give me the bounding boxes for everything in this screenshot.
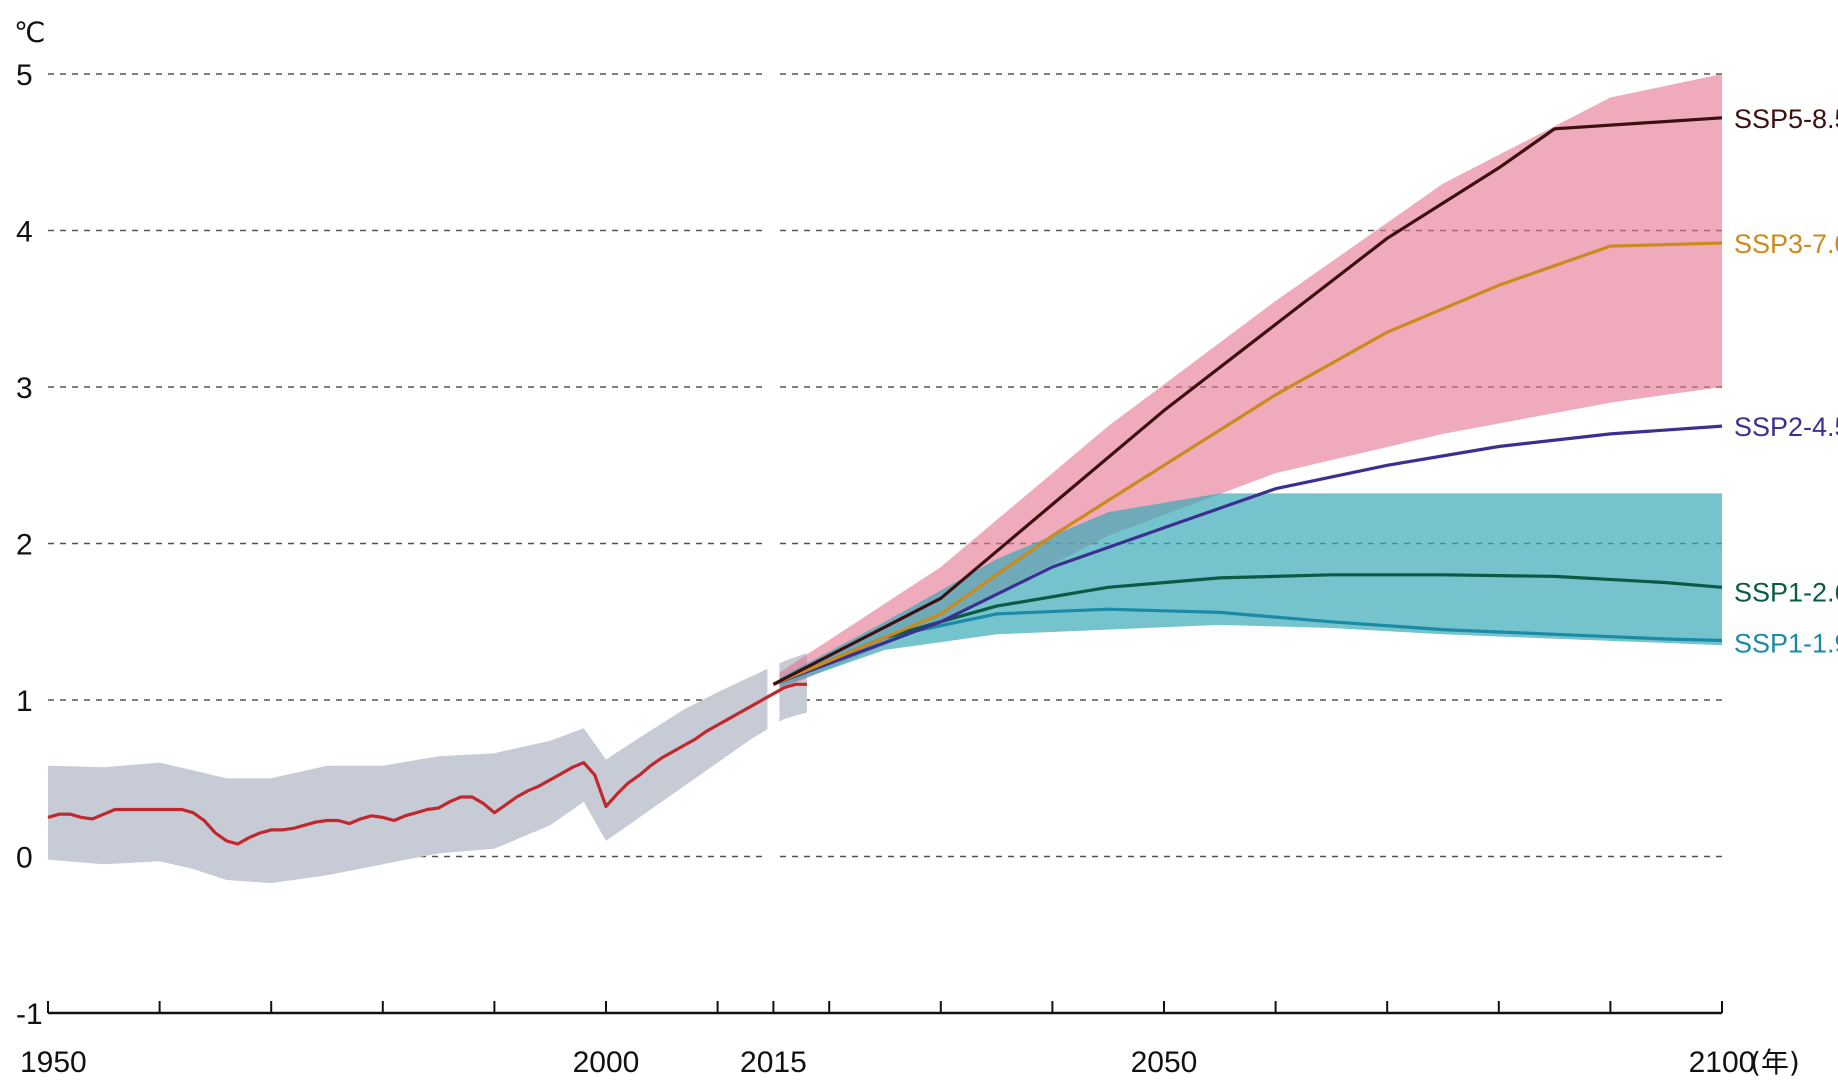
uncertainty-bands — [48, 64, 1722, 1013]
y-tick-label: 4 — [16, 216, 33, 249]
y-tick-label: 1 — [16, 685, 33, 718]
x-tick-label: 1950 — [20, 1046, 87, 1079]
x-tick-label: 2050 — [1131, 1046, 1198, 1079]
y-unit-label: ℃ — [14, 16, 45, 49]
y-tick-label: 2 — [16, 529, 33, 562]
historical-band — [48, 653, 807, 884]
series-line-ssp3-7-0 — [772, 241, 1723, 686]
series-label: SSP2-4.5 — [1734, 412, 1838, 442]
series-line-ssp1-1-9 — [772, 607, 1723, 686]
y-tick-label: 5 — [16, 59, 33, 92]
x-unit-label: (年) — [1750, 1046, 1800, 1079]
y-axis: 5 4 3 2 1 0 -1 — [16, 59, 43, 1031]
y-tick-label: 0 — [16, 842, 33, 875]
series-labels: SSP5-8.5 SSP3-7.0 SSP2-4.5 SSP1-2.6 SSP1-1.9 — [1734, 104, 1838, 659]
series-line-ssp2-4-5 — [772, 424, 1723, 686]
series-lines — [47, 116, 1723, 846]
projection-band-low — [773, 493, 1722, 689]
series-line-ssp5-8-5 — [772, 116, 1723, 686]
x-tick-label: 2015 — [740, 1046, 807, 1079]
y-tick-label: 3 — [16, 372, 33, 405]
projection-gap — [767, 64, 780, 1013]
historical-line — [47, 682, 807, 846]
x-tick-label: 2100 — [1689, 1046, 1756, 1079]
series-label: SSP5-8.5 — [1734, 104, 1838, 134]
x-tick-label: 2000 — [573, 1046, 640, 1079]
x-axis: 1950 2000 2015 2050 2100(年) — [20, 1001, 1800, 1079]
series-label: SSP3-7.0 — [1734, 229, 1838, 259]
series-label: SSP1-1.9 — [1734, 629, 1838, 659]
y-tick-label: -1 — [16, 998, 43, 1031]
series-label: SSP1-2.6 — [1734, 577, 1838, 607]
